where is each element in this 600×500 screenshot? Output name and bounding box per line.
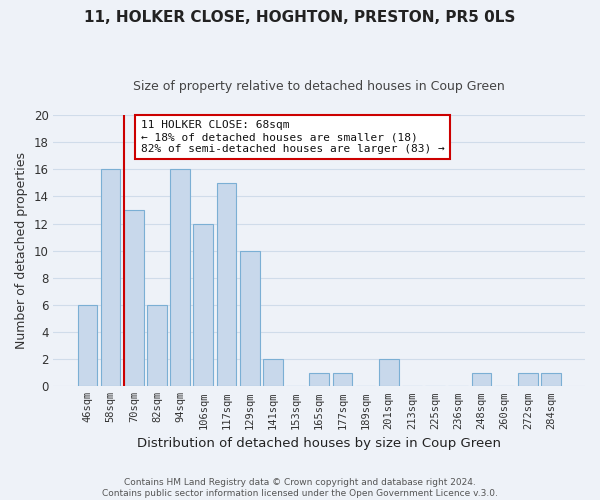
Y-axis label: Number of detached properties: Number of detached properties [15, 152, 28, 349]
Bar [240, 250, 260, 386]
Bar [379, 359, 398, 386]
Bar [217, 183, 236, 386]
Bar [263, 359, 283, 386]
Bar [170, 170, 190, 386]
Title: Size of property relative to detached houses in Coup Green: Size of property relative to detached ho… [133, 80, 505, 93]
Bar [472, 372, 491, 386]
Text: Contains HM Land Registry data © Crown copyright and database right 2024.
Contai: Contains HM Land Registry data © Crown c… [102, 478, 498, 498]
Bar [77, 305, 97, 386]
Bar [310, 372, 329, 386]
Bar [124, 210, 143, 386]
Text: 11 HOLKER CLOSE: 68sqm
← 18% of detached houses are smaller (18)
82% of semi-det: 11 HOLKER CLOSE: 68sqm ← 18% of detached… [141, 120, 445, 154]
Bar [541, 372, 561, 386]
X-axis label: Distribution of detached houses by size in Coup Green: Distribution of detached houses by size … [137, 437, 501, 450]
Text: 11, HOLKER CLOSE, HOGHTON, PRESTON, PR5 0LS: 11, HOLKER CLOSE, HOGHTON, PRESTON, PR5 … [85, 10, 515, 25]
Bar [101, 170, 121, 386]
Bar [147, 305, 167, 386]
Bar [193, 224, 213, 386]
Bar [332, 372, 352, 386]
Bar [518, 372, 538, 386]
